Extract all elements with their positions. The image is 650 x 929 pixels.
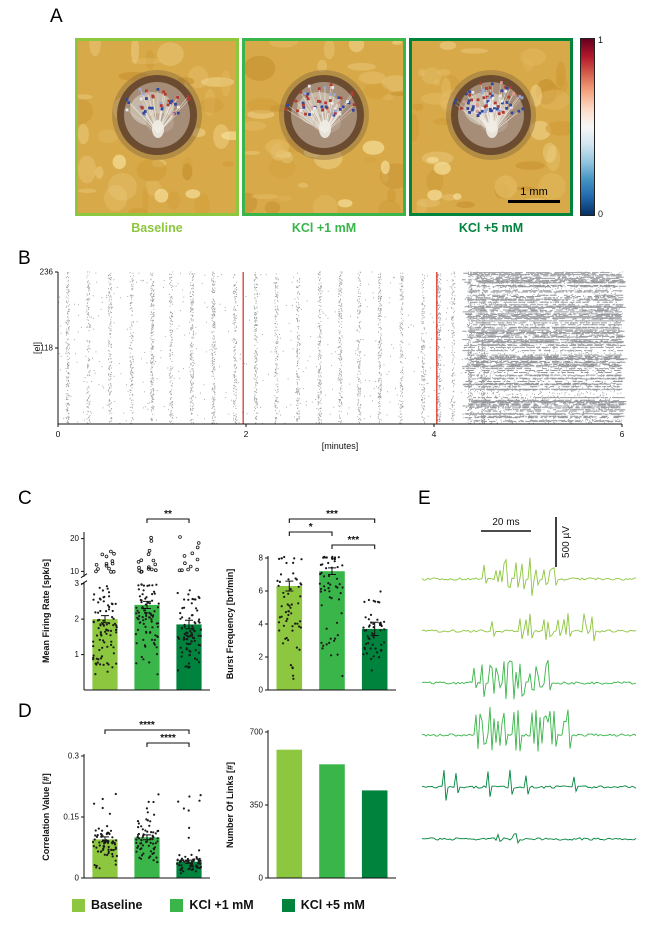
svg-text:2: 2 — [75, 615, 80, 624]
colorbar-min-label: 0 — [598, 209, 604, 219]
condition-label-baseline: Baseline — [131, 221, 183, 235]
organoid-micrograph-kcl5 — [412, 41, 570, 213]
legend-swatch-baseline — [72, 898, 85, 912]
svg-text:***: *** — [326, 509, 338, 520]
organoid-micrograph-baseline — [78, 41, 236, 213]
panel-label-c: C — [18, 488, 32, 509]
svg-text:8: 8 — [259, 554, 264, 563]
svg-text:236: 236 — [40, 268, 54, 277]
svg-text:*: * — [309, 522, 313, 533]
panel-label-b: B — [18, 248, 31, 269]
svg-text:6: 6 — [620, 429, 625, 439]
chart-mean-firing-rate: 1 2 3 10 20 Mean Firing Rate [spk/s] ** — [41, 509, 210, 691]
figure-legend: Baseline KCl +1 mM KCl +5 mM — [72, 898, 365, 912]
chart-number-of-links: 0 350 700 Number Of Links [#] — [225, 728, 396, 883]
raster-plot: 118 236 0 2 4 6 [minutes] [el] — [32, 268, 628, 451]
svg-text:20 ms: 20 ms — [492, 517, 519, 528]
condition-label-kcl1: KCl +1 mM — [291, 221, 357, 235]
svg-text:4: 4 — [259, 620, 264, 629]
legend-label-kcl5: KCl +5 mM — [300, 898, 365, 912]
svg-text:118: 118 — [40, 344, 53, 353]
svg-text:0.15: 0.15 — [63, 813, 79, 822]
svg-text:20: 20 — [70, 534, 79, 543]
svg-text:Mean Firing Rate [spk/s]: Mean Firing Rate [spk/s] — [41, 559, 51, 663]
legend-item-kcl1: KCl +1 mM — [170, 898, 254, 912]
svg-text:6: 6 — [259, 587, 264, 596]
svg-text:0: 0 — [259, 874, 264, 883]
svg-text:2: 2 — [259, 653, 264, 662]
chart-correlation-value: 0 0.15 0.3 Correlation Value [#] **** **** — [41, 720, 210, 883]
legend-swatch-kcl5 — [281, 898, 295, 912]
voltage-traces: 20 ms 500 µV — [421, 517, 637, 845]
svg-text:****: **** — [160, 733, 176, 744]
svg-text:**: ** — [164, 509, 172, 520]
organoid-image-baseline — [75, 38, 239, 216]
colorbar-max-label: 1 — [598, 35, 604, 45]
svg-text:2: 2 — [244, 429, 249, 439]
svg-text:[el]: [el] — [32, 342, 42, 354]
legend-swatch-kcl1 — [170, 898, 184, 912]
condition-label-kcl5: KCl +5 mM — [458, 221, 524, 235]
svg-text:[minutes]: [minutes] — [322, 441, 359, 451]
scale-bar-label: 1 mm — [520, 186, 548, 198]
svg-text:Number Of Links [#]: Number Of Links [#] — [225, 762, 235, 848]
legend-label-baseline: Baseline — [91, 898, 143, 912]
organoid-micrograph-kcl1 — [245, 41, 403, 213]
legend-item-kcl5: KCl +5 mM — [281, 898, 365, 912]
svg-text:****: **** — [139, 720, 155, 731]
svg-text:0: 0 — [259, 686, 264, 695]
legend-item-baseline: Baseline — [72, 898, 142, 912]
panel-label-a: A — [50, 6, 63, 27]
svg-text:***: *** — [347, 535, 359, 546]
svg-text:4: 4 — [432, 429, 437, 439]
svg-text:Burst Frequency [brt/min]: Burst Frequency [brt/min] — [225, 569, 235, 680]
scale-bar-line — [508, 200, 560, 203]
scale-bar: 1 mm — [508, 186, 560, 203]
svg-text:0: 0 — [75, 874, 80, 883]
colorbar-gradient — [580, 38, 595, 216]
svg-text:700: 700 — [250, 728, 264, 737]
svg-text:0: 0 — [56, 429, 61, 439]
organoid-image-kcl5: 1 mm — [409, 38, 573, 216]
svg-text:350: 350 — [250, 801, 264, 810]
svg-text:10: 10 — [70, 567, 79, 576]
panel-label-e: E — [418, 488, 431, 509]
svg-text:3: 3 — [75, 579, 80, 588]
svg-text:0.3: 0.3 — [68, 752, 80, 761]
svg-text:500 µV: 500 µV — [561, 526, 572, 558]
organoid-image-kcl1 — [242, 38, 406, 216]
colorbar: 1 0 — [580, 35, 603, 219]
panel-a-images: 1 mm — [75, 38, 573, 216]
svg-text:1: 1 — [75, 650, 80, 659]
legend-label-kcl1: KCl +1 mM — [189, 898, 254, 912]
condition-labels: Baseline KCl +1 mM KCl +5 mM — [75, 221, 573, 235]
svg-text:Correlation Value [#]: Correlation Value [#] — [41, 773, 51, 861]
panel-label-d: D — [18, 701, 32, 722]
